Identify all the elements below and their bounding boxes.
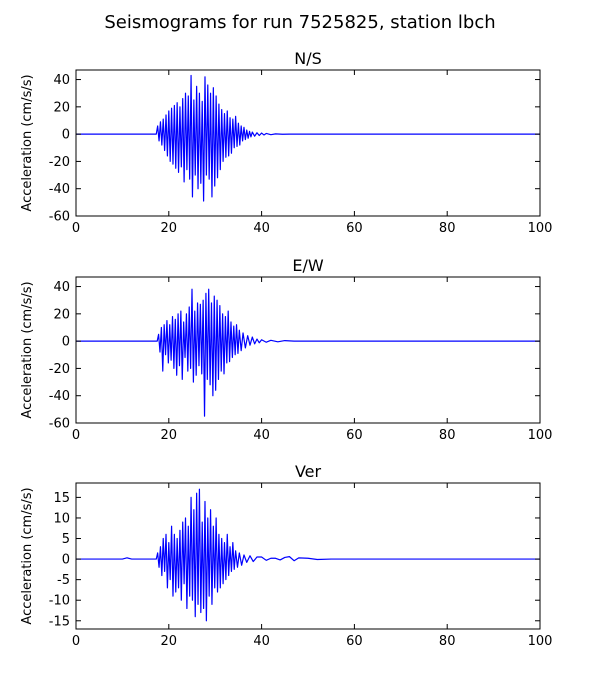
x-tick-label: 40 <box>253 634 270 649</box>
y-tick-label: 40 <box>53 73 70 88</box>
y-tick-label: 0 <box>62 335 70 350</box>
y-tick-label: 15 <box>53 491 70 506</box>
y-tick-label: -15 <box>49 614 70 629</box>
subplot-title: N/S <box>294 49 322 68</box>
x-tick-label: 100 <box>528 428 553 443</box>
y-tick-label: -60 <box>49 417 70 432</box>
x-tick-label: 100 <box>528 634 553 649</box>
x-tick-label: 20 <box>161 221 178 236</box>
y-tick-label: -60 <box>49 210 70 225</box>
x-tick-label: 80 <box>439 634 456 649</box>
x-tick-label: 60 <box>346 221 363 236</box>
axes-frame <box>75 276 541 424</box>
x-tick-label: 0 <box>72 634 80 649</box>
y-tick-label: -5 <box>57 573 70 588</box>
y-tick-label: 40 <box>53 280 70 295</box>
y-tick-label: -10 <box>49 594 70 609</box>
figure-title: Seismograms for run 7525825, station lbc… <box>104 12 495 33</box>
x-tick-label: 40 <box>253 221 270 236</box>
x-tick-label: 60 <box>346 428 363 443</box>
y-tick-label: 5 <box>62 532 70 547</box>
x-tick-label: 60 <box>346 634 363 649</box>
x-tick-label: 40 <box>253 428 270 443</box>
series-line-1 <box>76 74 540 202</box>
subplot-1: N/S Acceleration (cm/s/s) 0 20 40 60 80 100 -60 -… <box>20 49 552 236</box>
series-line-1 <box>76 288 540 417</box>
x-tick-label: 80 <box>439 221 456 236</box>
y-axis-label: Acceleration (cm/s/s) <box>20 281 35 418</box>
x-tick-label: 0 <box>72 428 80 443</box>
y-tick-label: 0 <box>62 553 70 568</box>
y-tick-label: 20 <box>53 100 70 115</box>
y-tick-label: 10 <box>53 511 70 526</box>
axes-frame <box>75 482 541 630</box>
subplot-title: Ver <box>295 462 322 481</box>
y-tick-label: 20 <box>53 307 70 322</box>
x-tick-label: 100 <box>528 221 553 236</box>
subplot-title: E/W <box>292 256 324 275</box>
subplot-2: E/W Acceleration (cm/s/s) 0 20 40 60 80 100 -60 -… <box>20 256 552 443</box>
x-tick-label: 0 <box>72 221 80 236</box>
axes-frame <box>75 69 541 217</box>
series-line-1 <box>76 488 540 622</box>
y-tick-label: -40 <box>49 182 70 197</box>
y-tick-label: -20 <box>49 362 70 377</box>
y-axis-label: Acceleration (cm/s/s) <box>20 487 35 624</box>
x-tick-label: 80 <box>439 428 456 443</box>
y-tick-label: 0 <box>62 128 70 143</box>
y-tick-label: -20 <box>49 155 70 170</box>
x-tick-label: 20 <box>161 428 178 443</box>
y-tick-label: -40 <box>49 389 70 404</box>
x-tick-label: 20 <box>161 634 178 649</box>
y-axis-label: Acceleration (cm/s/s) <box>20 74 35 211</box>
